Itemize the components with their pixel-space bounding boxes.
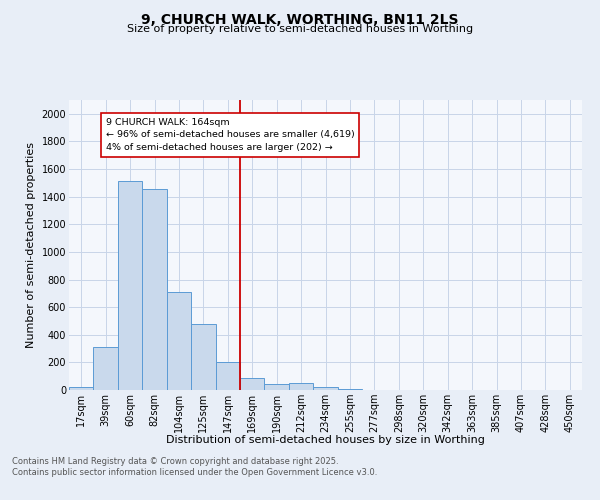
Bar xyxy=(118,182,142,390)
Y-axis label: Number of semi-detached properties: Number of semi-detached properties xyxy=(26,142,36,348)
Bar xyxy=(167,292,191,390)
Text: Contains HM Land Registry data © Crown copyright and database right 2025.
Contai: Contains HM Land Registry data © Crown c… xyxy=(12,458,377,477)
Bar xyxy=(240,378,265,390)
Bar xyxy=(94,347,118,390)
X-axis label: Distribution of semi-detached houses by size in Worthing: Distribution of semi-detached houses by … xyxy=(166,435,485,445)
Bar xyxy=(265,384,289,390)
Bar xyxy=(289,383,313,390)
Bar xyxy=(69,387,94,390)
Text: 9, CHURCH WALK, WORTHING, BN11 2LS: 9, CHURCH WALK, WORTHING, BN11 2LS xyxy=(141,12,459,26)
Bar xyxy=(142,189,167,390)
Bar xyxy=(191,324,215,390)
Text: Size of property relative to semi-detached houses in Worthing: Size of property relative to semi-detach… xyxy=(127,24,473,34)
Text: 9 CHURCH WALK: 164sqm
← 96% of semi-detached houses are smaller (4,619)
4% of se: 9 CHURCH WALK: 164sqm ← 96% of semi-deta… xyxy=(106,118,355,152)
Bar xyxy=(215,362,240,390)
Bar xyxy=(313,387,338,390)
